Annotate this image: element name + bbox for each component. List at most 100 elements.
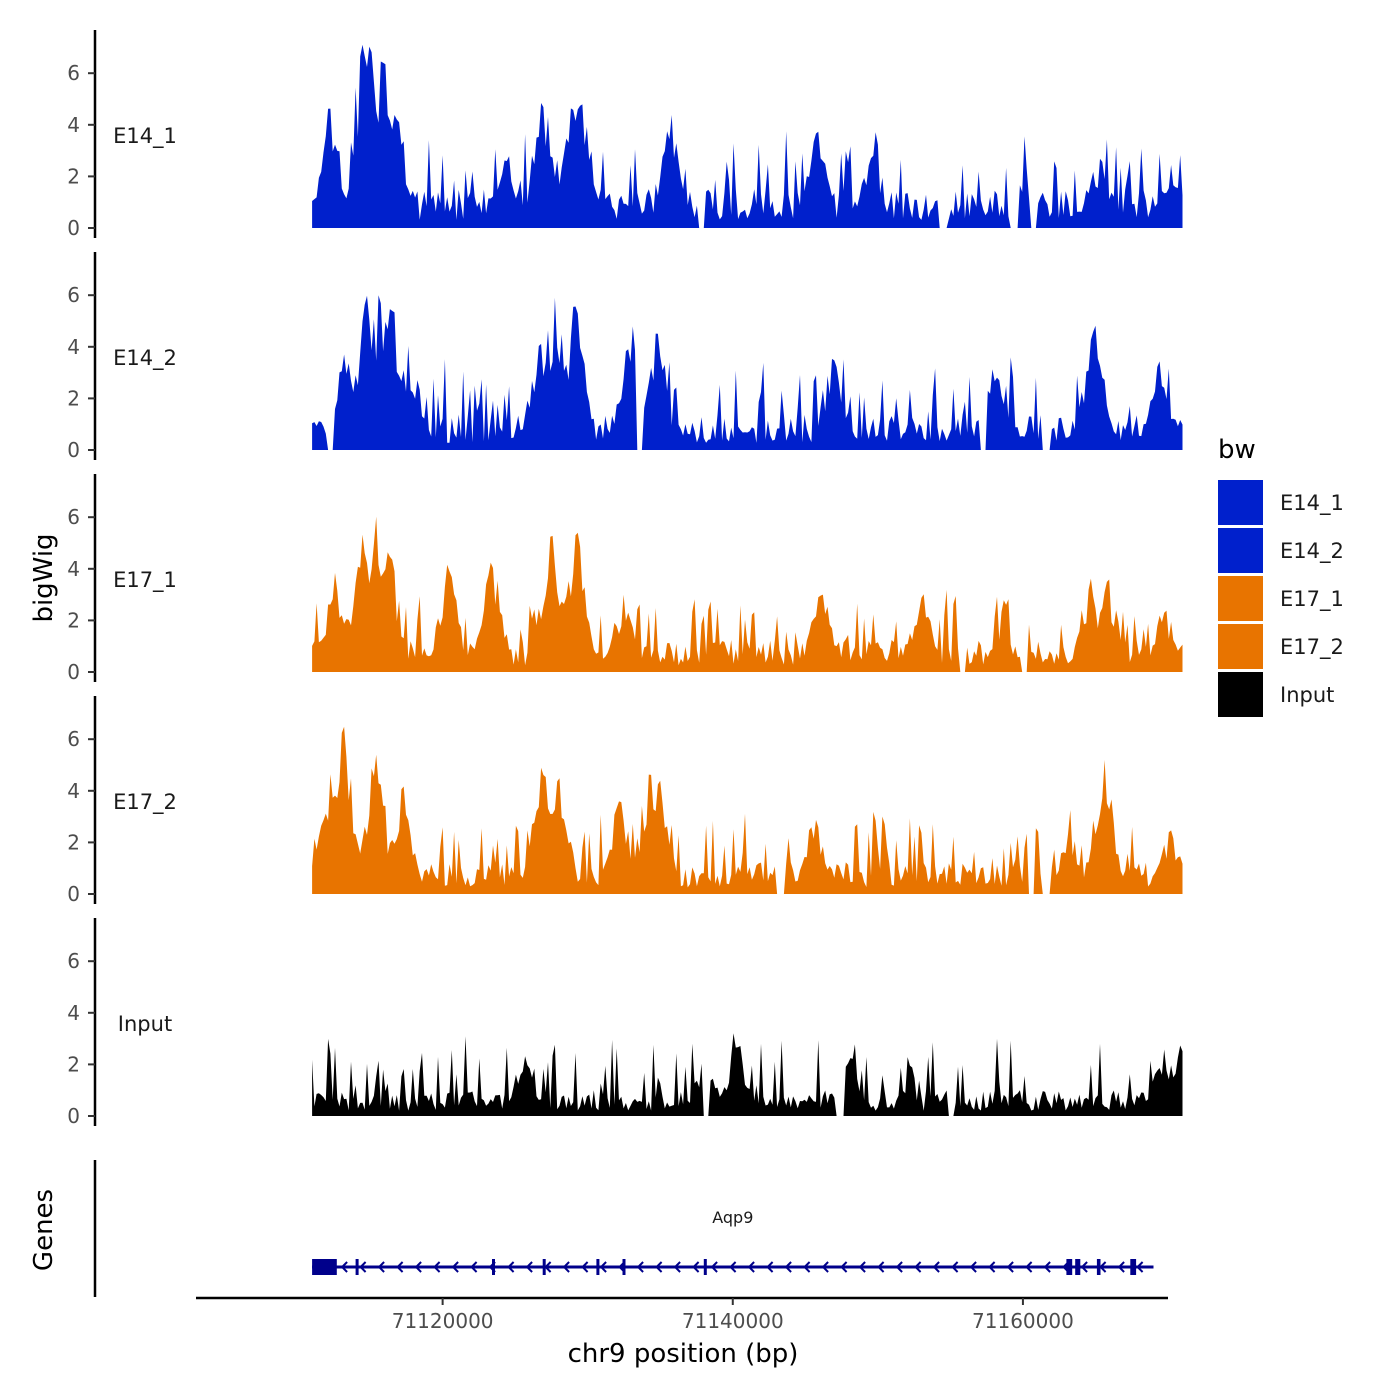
panel-e14_1: 0 2 4 6 E14_1	[67, 30, 1183, 240]
strand-arrow	[525, 1261, 533, 1273]
y-tick-label: 4	[67, 557, 80, 581]
strand-arrow	[1043, 1261, 1051, 1273]
track-label-e17_2: E17_2	[113, 790, 177, 815]
y-tick-label: 6	[67, 61, 80, 85]
legend-swatch	[1218, 480, 1263, 525]
strand-arrow	[599, 1261, 607, 1273]
exon	[1066, 1259, 1073, 1275]
y-tick-label: 2	[67, 608, 80, 632]
y-tick-label: 4	[67, 1001, 80, 1025]
x-axis-title: chr9 position (bp)	[568, 1339, 799, 1369]
legend-label: E14_1	[1280, 491, 1344, 516]
legend-item-e17_1: E17_1	[1218, 576, 1344, 621]
signal-area-e17_1	[312, 516, 1183, 672]
x-tick-label: 71140000	[682, 1309, 784, 1333]
exon	[1075, 1259, 1081, 1275]
track-label-e14_2: E14_2	[113, 346, 177, 371]
bigwig-panels: 0 2 4 6 E14_1 0 2 4 6 E14_2 0 2 4 6 E17_1 0 2 4 6 E17_2 0 2 4 6…	[67, 30, 1183, 1128]
y-tick-label: 6	[67, 949, 80, 973]
strand-arrow	[377, 1261, 385, 1273]
y-tick-label: 0	[67, 660, 80, 684]
strand-arrow	[803, 1261, 811, 1273]
legend-items: E14_1 E14_2 E17_1 E17_2 Input	[1218, 480, 1344, 717]
strand-arrow	[1136, 1261, 1144, 1273]
panel-input: 0 2 4 6 Input	[67, 918, 1183, 1128]
y-tick-label: 0	[67, 216, 80, 240]
y-tick-label: 6	[67, 727, 80, 751]
strand-arrow	[932, 1261, 940, 1273]
strand-arrow	[1025, 1261, 1033, 1273]
x-axis: 71120000 71140000 71160000	[196, 1296, 1168, 1333]
strand-arrow	[340, 1261, 348, 1273]
y-tick-label: 4	[67, 335, 80, 359]
legend-label: E17_2	[1280, 635, 1344, 660]
exon	[355, 1259, 359, 1275]
legend-label: E14_2	[1280, 539, 1344, 564]
strand-arrow	[562, 1261, 570, 1273]
signal-area-e14_1	[312, 44, 1183, 229]
exon	[703, 1259, 707, 1275]
strand-arrow	[895, 1261, 903, 1273]
y-tick-label: 2	[67, 830, 80, 854]
exon	[596, 1259, 600, 1275]
strand-arrow	[1099, 1261, 1107, 1273]
exon	[1096, 1259, 1101, 1275]
track-label-e14_1: E14_1	[113, 124, 177, 149]
exon	[622, 1259, 626, 1275]
strand-arrow	[1080, 1261, 1088, 1273]
strand-arrow	[914, 1261, 922, 1273]
strand-arrow	[821, 1261, 829, 1273]
strand-arrow	[451, 1261, 459, 1273]
panel-e17_1: 0 2 4 6 E17_1	[67, 474, 1183, 684]
strand-arrow	[396, 1261, 404, 1273]
y-tick-label: 0	[67, 882, 80, 906]
signal-area-input	[312, 1033, 1183, 1116]
legend-swatch	[1218, 576, 1263, 621]
strand-arrow	[747, 1261, 755, 1273]
strand-arrow	[433, 1261, 441, 1273]
x-tick-label: 71120000	[392, 1309, 494, 1333]
signal-area-e17_2	[312, 726, 1183, 894]
exon	[312, 1259, 337, 1275]
strand-arrow	[729, 1261, 737, 1273]
strand-arrow	[1006, 1261, 1014, 1273]
exon	[542, 1259, 546, 1275]
legend-label: Input	[1280, 683, 1334, 707]
exon	[1130, 1259, 1137, 1275]
y-tick-label: 0	[67, 438, 80, 462]
legend-item-e14_1: E14_1	[1218, 480, 1344, 525]
legend-item-e14_2: E14_2	[1218, 528, 1344, 573]
track-label-e17_1: E17_1	[113, 568, 177, 593]
track-label-input: Input	[118, 1012, 172, 1036]
panel-e14_2: 0 2 4 6 E14_2	[67, 252, 1183, 462]
strand-arrow	[581, 1261, 589, 1273]
strand-arrow	[951, 1261, 959, 1273]
legend-swatch	[1218, 672, 1263, 717]
gene-name-label: Aqp9	[712, 1208, 753, 1227]
strand-arrow	[470, 1261, 478, 1273]
panel-e17_2: 0 2 4 6 E17_2	[67, 696, 1183, 906]
y-tick-label: 4	[67, 779, 80, 803]
strand-arrow	[507, 1261, 515, 1273]
legend-item-e17_2: E17_2	[1218, 624, 1344, 669]
legend-swatch	[1218, 528, 1263, 573]
legend-label: E17_1	[1280, 587, 1344, 612]
strand-arrow	[414, 1261, 422, 1273]
strand-arrow	[877, 1261, 885, 1273]
strand-arrow	[692, 1261, 700, 1273]
legend-item-input: Input	[1218, 672, 1334, 717]
strand-arrow	[784, 1261, 792, 1273]
strand-arrow	[840, 1261, 848, 1273]
strand-arrow	[655, 1261, 663, 1273]
strand-arrow	[636, 1261, 644, 1273]
legend-swatch	[1218, 624, 1263, 669]
strand-arrow	[858, 1261, 866, 1273]
strand-arrow	[1117, 1261, 1125, 1273]
strand-arrow	[359, 1261, 367, 1273]
genes-axis-title: Genes	[29, 1189, 59, 1271]
y-tick-label: 2	[67, 386, 80, 410]
signal-area-e14_2	[312, 295, 1183, 450]
legend: bw E14_1 E14_2 E17_1 E17_2 Input	[1218, 435, 1344, 717]
legend-title: bw	[1218, 435, 1256, 465]
